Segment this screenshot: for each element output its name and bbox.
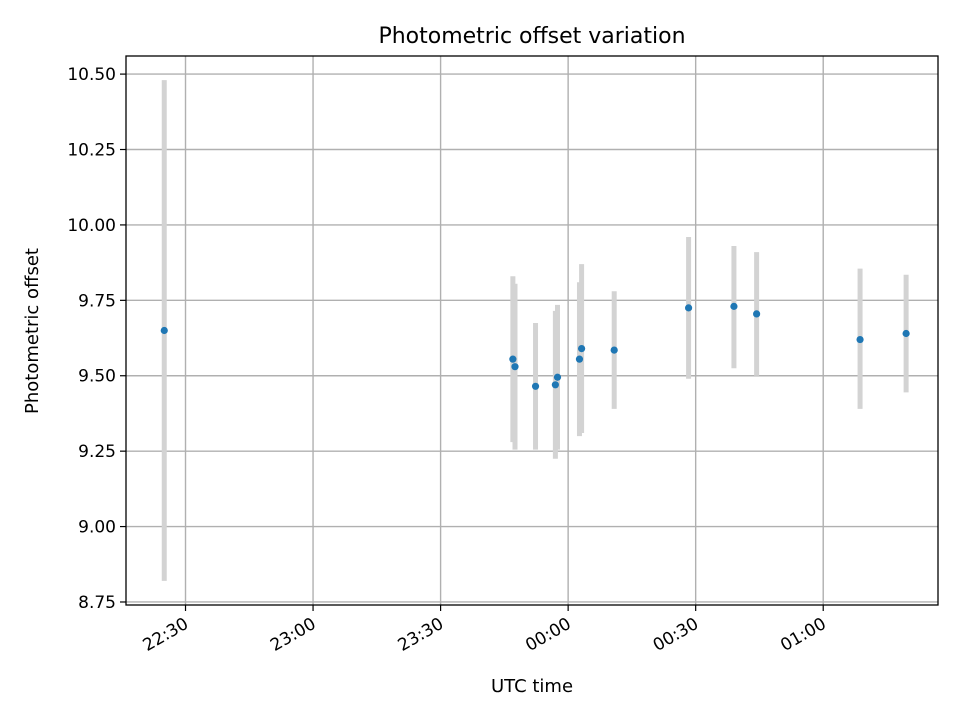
grid-lines bbox=[126, 56, 938, 605]
x-axis-ticks: 22:30 23:00 23:30 00:00 00:30 01:00 bbox=[140, 605, 830, 656]
data-point bbox=[856, 335, 864, 344]
y-tick-label: 10.50 bbox=[67, 65, 116, 85]
y-tick-label: 8.75 bbox=[78, 593, 116, 613]
x-tick-label: 00:00 bbox=[522, 614, 574, 656]
y-axis-label: Photometric offset bbox=[22, 248, 43, 414]
x-tick-label: 00:30 bbox=[650, 614, 702, 656]
chart-title: Photometric offset variation bbox=[378, 24, 685, 49]
data-point bbox=[509, 355, 517, 363]
y-tick-label: 9.50 bbox=[78, 367, 116, 387]
data-points bbox=[160, 302, 910, 390]
data-point bbox=[577, 344, 586, 353]
plot-frame bbox=[125, 55, 939, 606]
data-point bbox=[553, 373, 562, 381]
y-tick-label: 9.00 bbox=[78, 518, 116, 538]
x-tick-label: 22:30 bbox=[140, 614, 192, 656]
y-tick-label: 9.75 bbox=[78, 291, 116, 311]
y-tick-label: 10.00 bbox=[67, 216, 116, 236]
data-point bbox=[684, 304, 693, 312]
data-point bbox=[753, 310, 761, 318]
error-bars bbox=[161, 80, 909, 581]
data-point bbox=[902, 329, 910, 338]
data-point bbox=[575, 355, 584, 363]
y-tick-label: 9.25 bbox=[78, 442, 116, 462]
y-tick-label: 10.25 bbox=[67, 141, 116, 161]
y-axis-ticks: 8.75 9.00 9.25 9.50 9.75 10.00 10.25 10.50 bbox=[67, 65, 126, 613]
x-tick-label: 01:00 bbox=[777, 614, 829, 656]
data-point bbox=[551, 381, 559, 389]
x-tick-label: 23:30 bbox=[395, 614, 447, 656]
data-point bbox=[730, 302, 738, 310]
data-point bbox=[610, 346, 618, 354]
data-point bbox=[511, 363, 519, 371]
data-point bbox=[160, 326, 168, 335]
x-tick-label: 23:00 bbox=[267, 614, 319, 656]
x-axis-label: UTC time bbox=[491, 676, 573, 697]
data-point bbox=[531, 382, 540, 390]
